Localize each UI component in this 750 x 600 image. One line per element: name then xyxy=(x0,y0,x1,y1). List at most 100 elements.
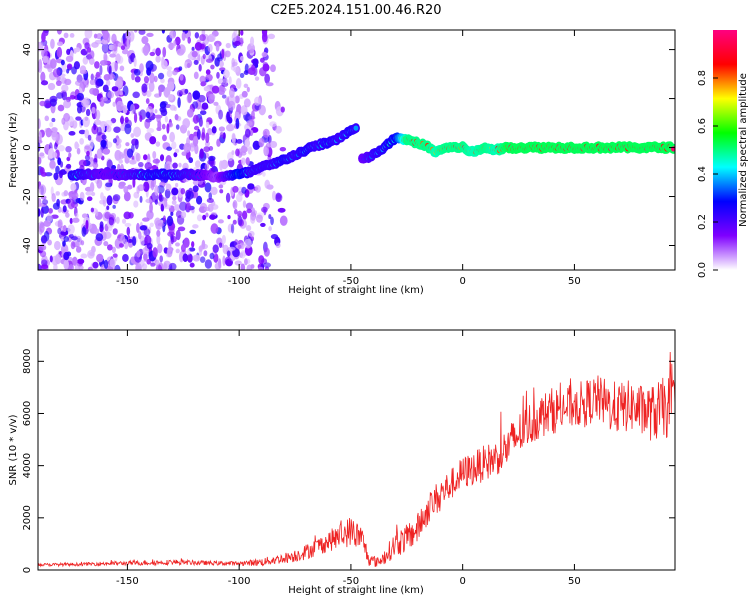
heatmap-noise-cell xyxy=(173,152,178,158)
heatmap-noise-cell xyxy=(154,185,159,196)
heatmap-noise-cell xyxy=(268,226,272,232)
heatmap-noise-cell xyxy=(119,65,125,72)
snr-panel: -150 -100 -50 0 50 0 2000 4000 6000 8000 Height … xyxy=(8,329,676,596)
heatmap-noise-cell xyxy=(65,163,72,169)
heatmap-noise-cell xyxy=(40,264,49,269)
heatmap-noise-cell xyxy=(175,248,180,254)
heatmap-noise-cell xyxy=(135,152,141,162)
heatmap-noise-cell xyxy=(139,114,143,122)
heatmap-noise-cell xyxy=(146,242,153,250)
heatmap-noise-cell xyxy=(80,253,88,259)
heatmap-noise-cell xyxy=(106,205,110,210)
heatmap-noise-cell xyxy=(70,183,77,192)
heatmap-noise-cell xyxy=(219,131,224,138)
heatmap-noise-cell xyxy=(202,53,206,60)
heatmap-noise-cell xyxy=(39,100,46,107)
heatmap-noise-cell xyxy=(186,93,193,104)
heatmap-noise-cell xyxy=(156,234,161,245)
heatmap-noise-cell xyxy=(51,192,56,203)
heatmap-noise-cell xyxy=(169,30,177,39)
heatmap-noise-cell xyxy=(233,66,240,73)
heatmap-noise-cell xyxy=(38,263,42,270)
heatmap-noise-cell xyxy=(262,128,270,138)
heatmap-noise-cell xyxy=(155,47,161,57)
heatmap-noise-cell xyxy=(166,146,173,151)
heatmap-noise-cell xyxy=(96,126,102,136)
heatmap-noise-cell xyxy=(248,230,255,237)
heatmap-noise-cell xyxy=(82,116,90,128)
colorbar-tick-label: 0.0 xyxy=(697,262,708,278)
heatmap-noise-cell xyxy=(141,83,148,93)
heatmap-noise-cell xyxy=(49,255,53,263)
heatmap-noise-cell xyxy=(185,202,192,213)
heatmap-noise-cell xyxy=(86,196,93,202)
heatmap-noise-cell xyxy=(164,188,171,199)
heatmap-noise-cell xyxy=(194,41,203,51)
heatmap-noise-cell xyxy=(93,33,98,39)
heatmap-noise-cell xyxy=(138,30,146,35)
heatmap-noise-cell xyxy=(154,199,158,205)
heatmap-noise-cell xyxy=(133,191,140,199)
heatmap-noise-cell xyxy=(204,259,212,269)
heatmap-noise-cell xyxy=(143,154,148,161)
heatmap-noise-cell xyxy=(146,258,152,265)
heatmap-noise-cell xyxy=(96,178,103,189)
heatmap-y-ticks: -40 -20 0 20 40 xyxy=(22,43,675,254)
heatmap-noise-cell xyxy=(255,184,261,193)
heatmap-noise-cell xyxy=(95,135,104,142)
heatmap-noise-cell xyxy=(108,216,115,226)
heatmap-noise-cell xyxy=(270,216,274,226)
heatmap-noise-cell xyxy=(92,162,99,169)
heatmap-noise-cell xyxy=(265,142,271,149)
heatmap-noise-cell xyxy=(39,250,47,258)
heatmap-noise-cell xyxy=(173,204,181,211)
heatmap-noise-cell xyxy=(215,43,220,52)
heatmap-noise-cell xyxy=(243,98,251,108)
heatmap-noise-cell xyxy=(84,154,90,161)
heatmap-noise-cell xyxy=(218,89,225,95)
heatmap-noise-cell xyxy=(203,146,210,153)
heatmap-noise-cell xyxy=(175,124,180,130)
heatmap-noise-cell xyxy=(53,172,59,181)
heatmap-noise-cell xyxy=(55,191,60,196)
heatmap-noise-cell xyxy=(163,262,168,270)
heatmap-noise-cell xyxy=(89,139,94,150)
heatmap-noise-cell xyxy=(191,50,198,58)
heatmap-noise-cell xyxy=(61,117,66,125)
heatmap-noise-cell xyxy=(211,85,220,94)
heatmap-noise-cell xyxy=(96,148,103,159)
heatmap-noise-cell xyxy=(45,102,52,108)
heatmap-noise-cell xyxy=(90,79,95,86)
heatmap-noise-cell xyxy=(122,85,129,97)
heatmap-noise-cell xyxy=(159,255,164,263)
heatmap-x-ticks: -150 -100 -50 0 50 xyxy=(116,30,581,287)
heatmap-noise-cell xyxy=(259,57,265,63)
heatmap-noise-cell xyxy=(267,33,276,40)
heatmap-noise-cell xyxy=(125,142,130,147)
heatmap-noise-cell xyxy=(95,71,101,78)
figure-title: C2E5.2024.151.00.46.R20 xyxy=(270,3,441,18)
heatmap-signal-track xyxy=(67,123,675,183)
heatmap-noise-cell xyxy=(203,250,208,257)
heatmap-noise-cell xyxy=(217,219,224,224)
heatmap-noise-cell xyxy=(86,51,92,61)
heatmap-noise-cell xyxy=(87,134,92,141)
heatmap-noise-cell xyxy=(170,234,175,245)
heatmap-noise-cell xyxy=(249,36,255,47)
heatmap-noise-cell xyxy=(161,59,168,70)
heatmap-noise-cell xyxy=(250,236,255,242)
heatmap-noise-cell xyxy=(72,217,80,223)
heatmap-noise-cell xyxy=(174,148,180,153)
heatmap-noise-cell xyxy=(200,110,207,116)
heatmap-noise-cell xyxy=(218,109,224,120)
heatmap-noise-cell xyxy=(145,60,154,72)
heatmap-noise-cell xyxy=(119,90,124,96)
heatmap-noise-cell xyxy=(180,188,186,195)
heatmap-noise-cell xyxy=(60,59,65,66)
heatmap-noise-cell xyxy=(155,55,161,63)
heatmap-noise-cell xyxy=(212,244,219,253)
heatmap-noise-cell xyxy=(106,195,113,206)
heatmap-ytick-label: 20 xyxy=(22,92,33,105)
heatmap-noise-cell xyxy=(76,105,82,114)
heatmap-noise-cell xyxy=(221,94,227,99)
